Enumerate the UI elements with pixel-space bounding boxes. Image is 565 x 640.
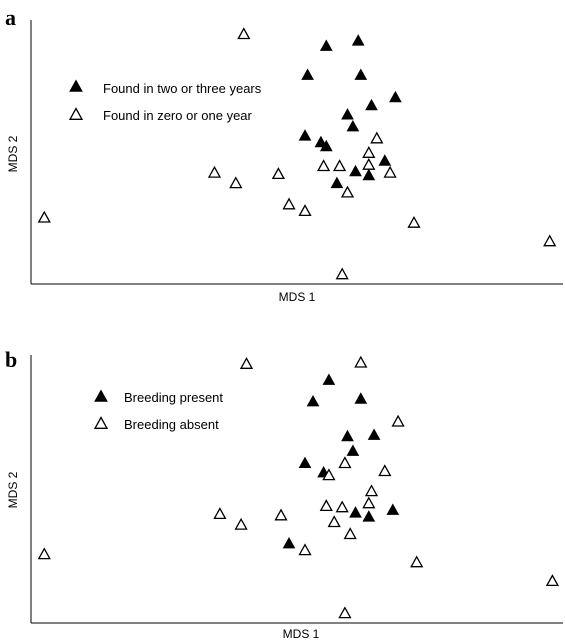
panel-a-point-filled-7 [341, 108, 354, 120]
panel-a-point-filled-5 [389, 90, 402, 103]
panel-b-point-hollow-16 [298, 543, 312, 556]
panel-b-points [37, 355, 560, 619]
panel-b-point-filled-12 [282, 536, 296, 549]
panel-a-point-filled-3 [301, 68, 314, 80]
panel-a-point-hollow-11 [340, 185, 355, 198]
panel-b-y-axis-label: MDS 2 [6, 471, 20, 508]
panel-a-legend: Found in two or three years Found in zer… [68, 79, 262, 123]
panel-a-point-hollow-13 [298, 204, 312, 217]
panel-b-point-hollow-7 [378, 464, 392, 477]
panel-b-letter: b [5, 347, 17, 372]
panel-a-x-axis-label: MDS 1 [279, 290, 316, 304]
panel-b-point-filled-1 [322, 373, 336, 385]
panel-b-point-hollow-19 [545, 574, 560, 587]
panel-b-point-filled-9 [349, 506, 362, 518]
panel-a-point-filled-11 [319, 139, 333, 152]
panel-a-point-filled-12 [378, 154, 392, 166]
panel-b-legend-label-hollow: Breeding absent [124, 417, 219, 432]
panel-b-point-filled-7 [298, 456, 312, 468]
panel-b-point-filled-6 [346, 444, 360, 456]
panel-b-point-hollow-20 [338, 606, 352, 619]
panel-a-points [37, 27, 557, 280]
panel-a-legend-label-hollow: Found in zero or one year [103, 108, 253, 123]
panel-a-point-hollow-17 [335, 267, 349, 280]
panel-a-point-filled-6 [365, 98, 378, 111]
panel-b-point-hollow-14 [234, 517, 248, 530]
panel-b-point-hollow-3 [391, 414, 405, 427]
panel-a-point-hollow-4 [316, 159, 331, 172]
panel-b-point-filled-5 [341, 429, 354, 442]
panel-a-y-axis-label: MDS 2 [6, 135, 20, 172]
panel-b-point-filled-2 [306, 394, 320, 407]
panel-a-point-filled-2 [351, 34, 365, 46]
panel-b-point-filled-3 [354, 392, 368, 404]
panel-b-legend-marker-hollow [93, 416, 109, 429]
panel-a-point-filled-10 [314, 135, 328, 148]
panel-b-point-filled-10 [362, 510, 376, 522]
panel-a-point-filled-9 [298, 129, 312, 141]
panel-a-point-hollow-12 [282, 197, 296, 210]
panel-b-point-hollow-8 [362, 496, 376, 509]
panel-b-point-hollow-4 [322, 468, 336, 481]
panel-a-point-filled-14 [362, 168, 376, 181]
panel-b-point-filled-11 [386, 503, 400, 515]
panel-b-point-hollow-5 [338, 456, 352, 469]
panel-a-point-hollow-8 [207, 165, 222, 178]
panel-b-point-hollow-10 [335, 500, 349, 513]
panel-b-point-hollow-12 [343, 527, 357, 540]
panel-a-point-hollow-5 [332, 159, 347, 172]
panel-a-point-hollow-14 [37, 210, 51, 223]
panel-a-point-filled-1 [319, 39, 333, 51]
panel-b-legend-label-filled: Breeding present [124, 390, 223, 405]
panel-a-legend-marker-hollow [68, 107, 84, 120]
panel-a-point-filled-15 [330, 176, 344, 189]
panel-a-letter: a [5, 5, 16, 30]
panel-a-point-filled-8 [346, 119, 360, 132]
panel-b-point-hollow-17 [37, 547, 51, 560]
panel-a-point-hollow-2 [370, 131, 384, 144]
panel-a-point-filled-4 [354, 68, 368, 80]
panel-b-x-axis-label: MDS 1 [283, 627, 320, 640]
panel-b-point-hollow-13 [213, 507, 227, 520]
panel-a-legend-marker-filled [69, 79, 83, 92]
panel-a: a MDS 1 MDS 2 Found in two or three year… [5, 5, 563, 304]
panel-b-point-hollow-11 [327, 515, 341, 528]
panel-a-point-hollow-1 [237, 27, 251, 40]
panel-a-point-hollow-10 [271, 167, 286, 180]
panel-b: b MDS 1 MDS 2 Breeding present Breeding … [5, 347, 563, 640]
panel-b-point-filled-4 [367, 428, 381, 440]
panel-a-point-hollow-9 [229, 176, 243, 189]
panel-a-point-hollow-7 [383, 165, 397, 178]
panel-b-point-hollow-15 [274, 508, 288, 521]
panel-a-point-hollow-3 [362, 146, 376, 158]
panel-b-point-hollow-18 [410, 555, 424, 568]
panel-a-point-hollow-6 [362, 157, 376, 170]
panel-a-point-filled-13 [349, 164, 362, 177]
panel-a-point-hollow-16 [543, 234, 557, 247]
panel-b-point-hollow-2 [354, 355, 368, 368]
panel-b-point-hollow-6 [364, 484, 379, 497]
panel-b-point-hollow-1 [239, 357, 254, 369]
panel-a-point-hollow-15 [407, 215, 421, 228]
panel-b-legend: Breeding present Breeding absent [93, 389, 223, 432]
panel-b-legend-marker-filled [94, 389, 108, 402]
panel-a-legend-label-filled: Found in two or three years [103, 81, 262, 96]
panel-b-point-hollow-9 [319, 499, 333, 512]
